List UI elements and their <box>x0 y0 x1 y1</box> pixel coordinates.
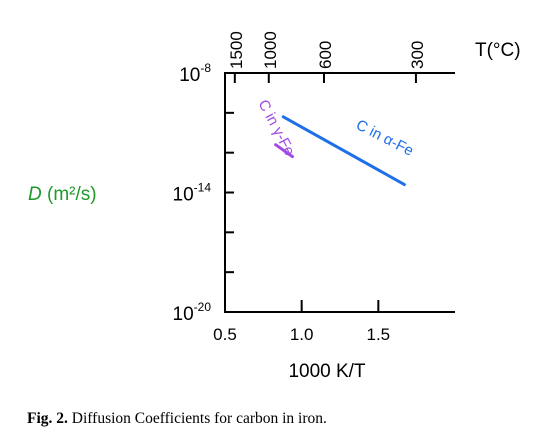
top-axis-label: T(°C) <box>475 40 521 61</box>
top-tick-label: 300 <box>408 41 427 69</box>
y-tick-label: 10-14 <box>173 181 212 206</box>
y-tick-label-base: 10 <box>173 185 194 206</box>
caption-label: Fig. 2. <box>27 410 68 427</box>
x-axis-label: 1000 K/T <box>288 361 365 382</box>
y-tick-label: 10-8 <box>179 61 211 86</box>
y-axis-label-unit: (m²/s) <box>42 184 97 205</box>
series-line <box>274 143 294 159</box>
ticks-group <box>224 72 417 313</box>
series-line <box>281 115 406 187</box>
figure-caption: Fig. 2. Diffusion Coefficients for carbo… <box>27 410 327 428</box>
y-tick-label-base: 10 <box>173 304 194 325</box>
series-label: C in γ-Fe <box>254 97 298 159</box>
x-tick-label: 1.0 <box>290 325 314 344</box>
series-label: C in α-Fe <box>353 116 416 159</box>
top-tick-label: 1000 <box>261 31 280 69</box>
top-tick-label: 600 <box>316 41 335 69</box>
y-axis-label-variable: D <box>28 184 42 205</box>
y-axis-label: D (m²/s) <box>28 184 97 205</box>
x-tick-label: 0.5 <box>213 325 237 344</box>
caption-text: Diffusion Coefficients for carbon in iro… <box>67 410 327 427</box>
y-tick-label-base: 10 <box>179 65 200 86</box>
top-tick-label: 1500 <box>227 31 246 69</box>
y-tick-label-exponent: -20 <box>194 300 212 314</box>
series-group <box>274 115 406 187</box>
y-tick-label-exponent: -8 <box>200 61 211 75</box>
y-tick-label-exponent: -14 <box>194 181 212 195</box>
x-tick-label: 1.5 <box>367 325 391 344</box>
y-tick-label: 10-20 <box>173 300 212 325</box>
